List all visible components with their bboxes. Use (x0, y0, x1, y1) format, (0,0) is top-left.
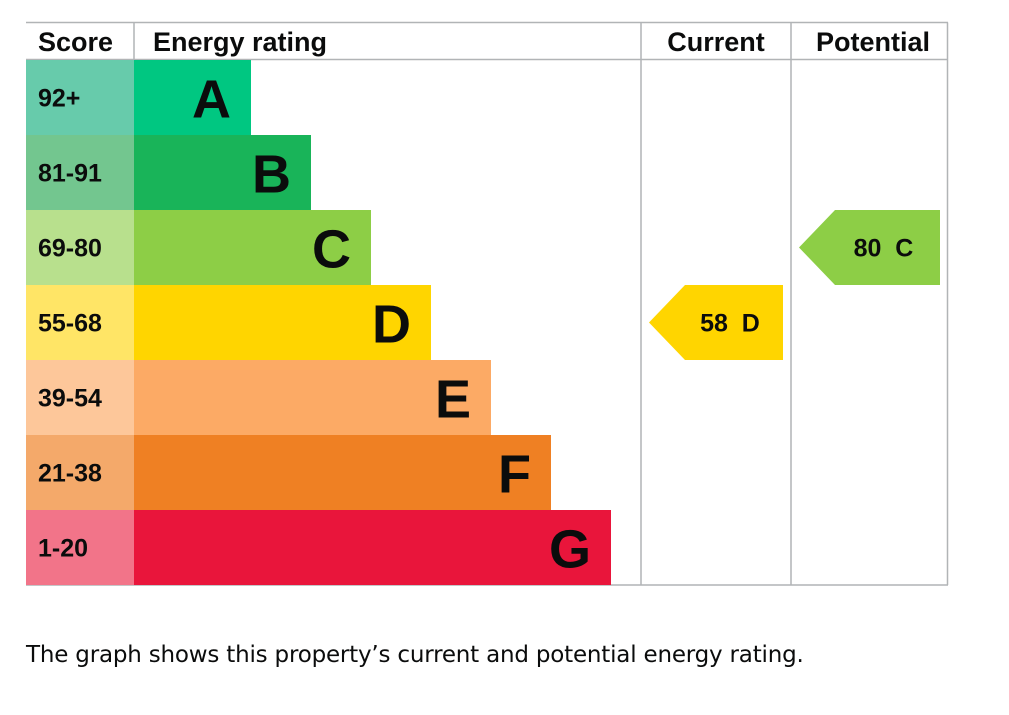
energy-rating-chart: Score Energy rating Current Potential 92… (26, 21, 949, 586)
band-bar-g (134, 510, 611, 585)
band-letter-g: G (549, 520, 591, 580)
score-header: Score (38, 27, 113, 57)
current-rating-arrow (649, 285, 783, 360)
score-label-c: 69-80 (38, 235, 102, 263)
score-cell-g (26, 510, 134, 585)
energy-rating-header: Energy rating (153, 27, 327, 57)
score-label-d: 55-68 (38, 310, 102, 338)
band-letter-b: B (252, 145, 291, 205)
score-cell-f (26, 435, 134, 510)
band-bar-f (134, 435, 551, 510)
band-letter-a: A (192, 70, 231, 130)
rating-bands: 92+ A 81-91 B 69-80 C 55-68 D 39-54 E 21-38 F 1-20 G (26, 60, 611, 585)
score-cell-b (26, 135, 134, 210)
score-cell-e (26, 360, 134, 435)
score-cell-c (26, 210, 134, 285)
potential-rating-arrow (799, 210, 940, 285)
current-rating-label: 58 D (700, 310, 760, 338)
band-bar-d (134, 285, 431, 360)
score-label-f: 21-38 (38, 460, 102, 488)
score-label-g: 1-20 (38, 535, 88, 563)
band-bar-a (134, 60, 251, 135)
current-header: Current (667, 27, 765, 57)
band-bar-b (134, 135, 311, 210)
band-letter-f: F (498, 445, 531, 505)
rating-arrows: 58 D 80 C (649, 210, 940, 360)
score-cell-a (26, 60, 134, 135)
band-letter-c: C (312, 220, 351, 280)
band-letter-e: E (435, 370, 471, 430)
score-label-a: 92+ (38, 85, 80, 113)
potential-header: Potential (816, 27, 930, 57)
band-bar-c (134, 210, 371, 285)
score-label-b: 81-91 (38, 160, 102, 188)
band-letter-d: D (372, 295, 411, 355)
score-cell-d (26, 285, 134, 360)
column-headers: Score Energy rating Current Potential (38, 27, 930, 57)
band-bar-e (134, 360, 491, 435)
score-label-e: 39-54 (38, 385, 102, 413)
chart-caption: The graph shows this property’s current … (26, 642, 804, 668)
potential-rating-label: 80 C (854, 235, 914, 263)
